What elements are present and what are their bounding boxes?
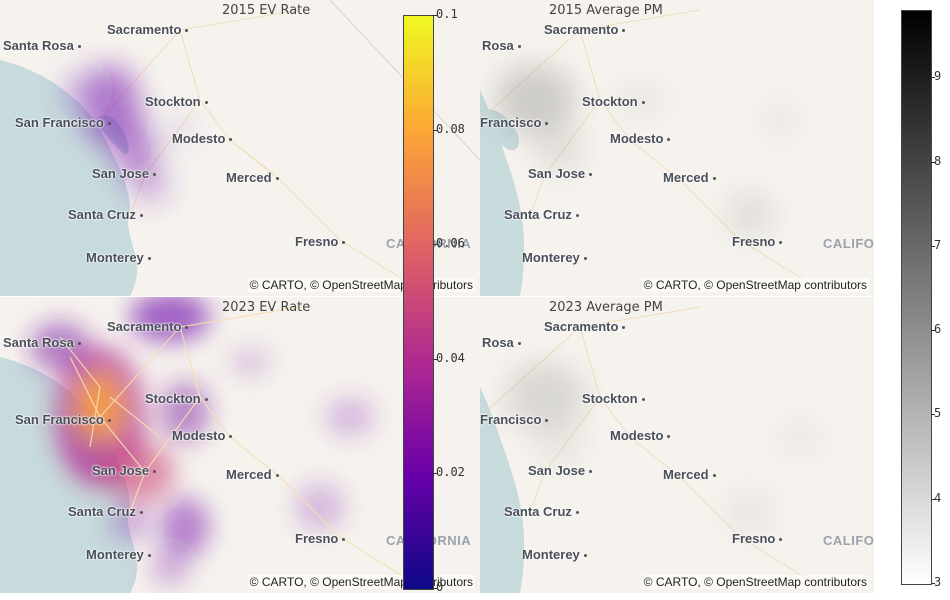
city-label: Santa Cruz [68,504,143,519]
city-label: Modesto [172,428,233,443]
colorbar-tick-mark [433,244,437,246]
colorbar-tick-label: 0 [436,580,444,594]
colorbar-tick-label: 9 [934,69,942,84]
city-label: Francisco [480,412,549,427]
colorbar-tick-label: 7 [934,237,942,252]
city-label: Fresno [295,531,346,546]
city-label: Rosa [482,38,521,53]
pm-colorbar [901,10,932,585]
map-panel-2015-ev-rate[interactable]: 2015 EV Rate Sacramento Santa Rosa Stock… [0,0,480,296]
city-label: Sacramento [544,22,626,37]
panel-title: 2015 EV Rate [222,3,311,18]
ocean [0,357,138,593]
city-label: Stockton [582,391,645,406]
colorbar-tick-mark [931,330,935,332]
city-label: Monterey [86,250,151,265]
ev-heat-2015 [60,65,195,205]
state-label: CALIFOR [823,533,874,548]
colorbar-tick-label: 0.06 [436,236,465,251]
pm-heat-2015 [495,65,800,240]
city-label: San Jose [92,463,157,478]
colorbar-tick-label: 5 [934,406,942,421]
bay [480,108,519,151]
colorbar-tick-mark [931,414,935,416]
map-panel-2023-average-pm[interactable]: 2023 Average PM Sacramento Rosa Stockton… [480,297,874,593]
city-label: Merced [663,467,716,482]
city-label: San Jose [528,463,593,478]
city-label: Francisco [480,115,549,130]
city-label: Merced [226,467,279,482]
city-label: Santa Rosa [3,335,81,350]
city-label: Merced [226,170,279,185]
panel-title: 2023 Average PM [549,300,663,315]
city-label: Rosa [482,335,521,350]
state-label: CALIFOR [823,236,874,251]
colorbar-tick-mark [433,15,437,16]
colorbar-tick-mark [931,77,935,79]
city-label: Santa Cruz [504,504,579,519]
city-label: Santa Cruz [68,207,143,222]
city-label: Fresno [732,531,783,546]
pm-heat-2023 [505,362,825,537]
colorbar-tick-mark [931,498,935,500]
map-panel-2023-ev-rate[interactable]: 2023 EV Rate Sacramento Santa Rosa Stock… [0,297,480,593]
city-label: Stockton [145,391,208,406]
city-label: Modesto [610,131,671,146]
colorbar-tick-label: 0.08 [436,121,465,136]
city-label: Stockton [582,94,645,109]
city-label: Sacramento [544,319,626,334]
city-label: Sacramento [107,319,189,334]
colorbar-tick-label: 4 [934,490,942,505]
ocean [480,387,525,593]
map-base [480,9,821,296]
city-label: Santa Rosa [3,38,81,53]
colorbar-tick-mark [931,161,935,163]
city-label: San Jose [528,166,593,181]
city-label: Modesto [610,428,671,443]
colorbar-tick-label: 8 [934,153,942,168]
colorbar-tick-mark [931,245,935,247]
map-attribution[interactable]: © CARTO, © OpenStreetMap contributors [641,575,869,589]
city-label: Merced [663,170,716,185]
map-attribution[interactable]: © CARTO, © OpenStreetMap contributors [247,278,475,292]
city-label: San Francisco [15,412,111,427]
map-attribution[interactable]: © CARTO, © OpenStreetMap contributors [641,278,869,292]
ocean [480,90,525,296]
city-label: Modesto [172,131,233,146]
city-label: Stockton [145,94,208,109]
panel-title: 2023 EV Rate [222,300,311,315]
ev-rate-colorbar [403,15,434,590]
city-label: Sacramento [107,22,189,37]
colorbar-tick-mark [433,473,437,475]
city-label: Santa Cruz [504,207,579,222]
colorbar-tick-mark [433,588,437,589]
map-base [0,297,421,593]
city-label: Monterey [522,547,587,562]
colorbar-tick-label: 0.1 [436,7,458,21]
panel-title: 2015 Average PM [549,3,663,18]
city-label: Fresno [732,234,783,249]
city-label: San Francisco [15,115,111,130]
map-base [0,0,480,296]
colorbar-tick-mark [433,129,437,131]
city-label: Fresno [295,234,346,249]
colorbar-tick-label: 0.04 [436,350,465,365]
city-label: Monterey [86,547,151,562]
colorbar-tick-label: 3 [934,575,942,589]
city-label: Monterey [522,250,587,265]
colorbar-tick-label: 6 [934,322,942,337]
city-label: San Jose [92,166,157,181]
ocean [0,60,138,296]
colorbar-tick-mark [931,583,935,584]
map-panel-2015-average-pm[interactable]: 2015 Average PM Sacramento Rosa Stockton… [480,0,874,296]
colorbar-tick-label: 0.02 [436,465,465,480]
colorbar-tick-mark [433,358,437,360]
map-base [480,306,825,593]
roads [59,306,421,588]
